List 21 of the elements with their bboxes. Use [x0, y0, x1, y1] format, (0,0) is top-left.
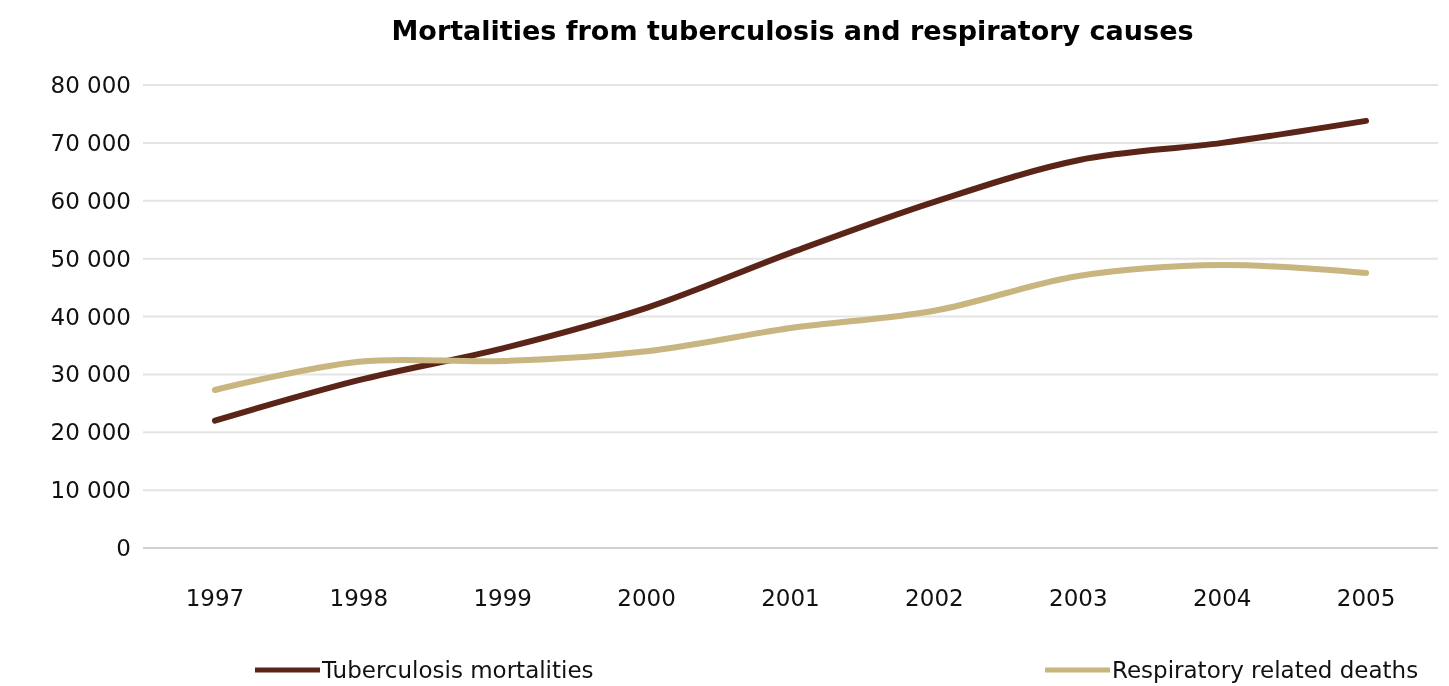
y-tick-label: 10 000: [50, 477, 131, 504]
x-tick-label: 1998: [329, 585, 389, 611]
y-tick-label: 50 000: [50, 245, 131, 272]
x-tick-label: 1999: [473, 585, 532, 611]
y-tick-label: 80 000: [50, 72, 131, 99]
y-tick-label: 70 000: [50, 129, 131, 156]
x-tick-label: 1997: [185, 585, 245, 611]
legend-label: Tuberculosis mortalities: [321, 657, 594, 684]
legend-label: Respiratory related deaths: [1112, 657, 1419, 684]
y-tick-label: 0: [116, 535, 131, 562]
y-tick-label: 30 000: [50, 361, 131, 388]
chart-title: Mortalities from tuberculosis and respiratory causes: [391, 15, 1194, 46]
x-tick-label: 2002: [905, 585, 964, 611]
y-tick-label: 60 000: [50, 187, 131, 214]
x-tick-label: 2004: [1192, 585, 1252, 611]
y-tick-label: 20 000: [50, 419, 131, 446]
y-tick-label: 40 000: [50, 303, 131, 330]
x-tick-label: 2005: [1336, 585, 1396, 611]
x-tick-label: 2001: [761, 585, 820, 611]
x-tick-label: 2000: [617, 585, 676, 611]
x-tick-label: 2003: [1049, 585, 1108, 611]
